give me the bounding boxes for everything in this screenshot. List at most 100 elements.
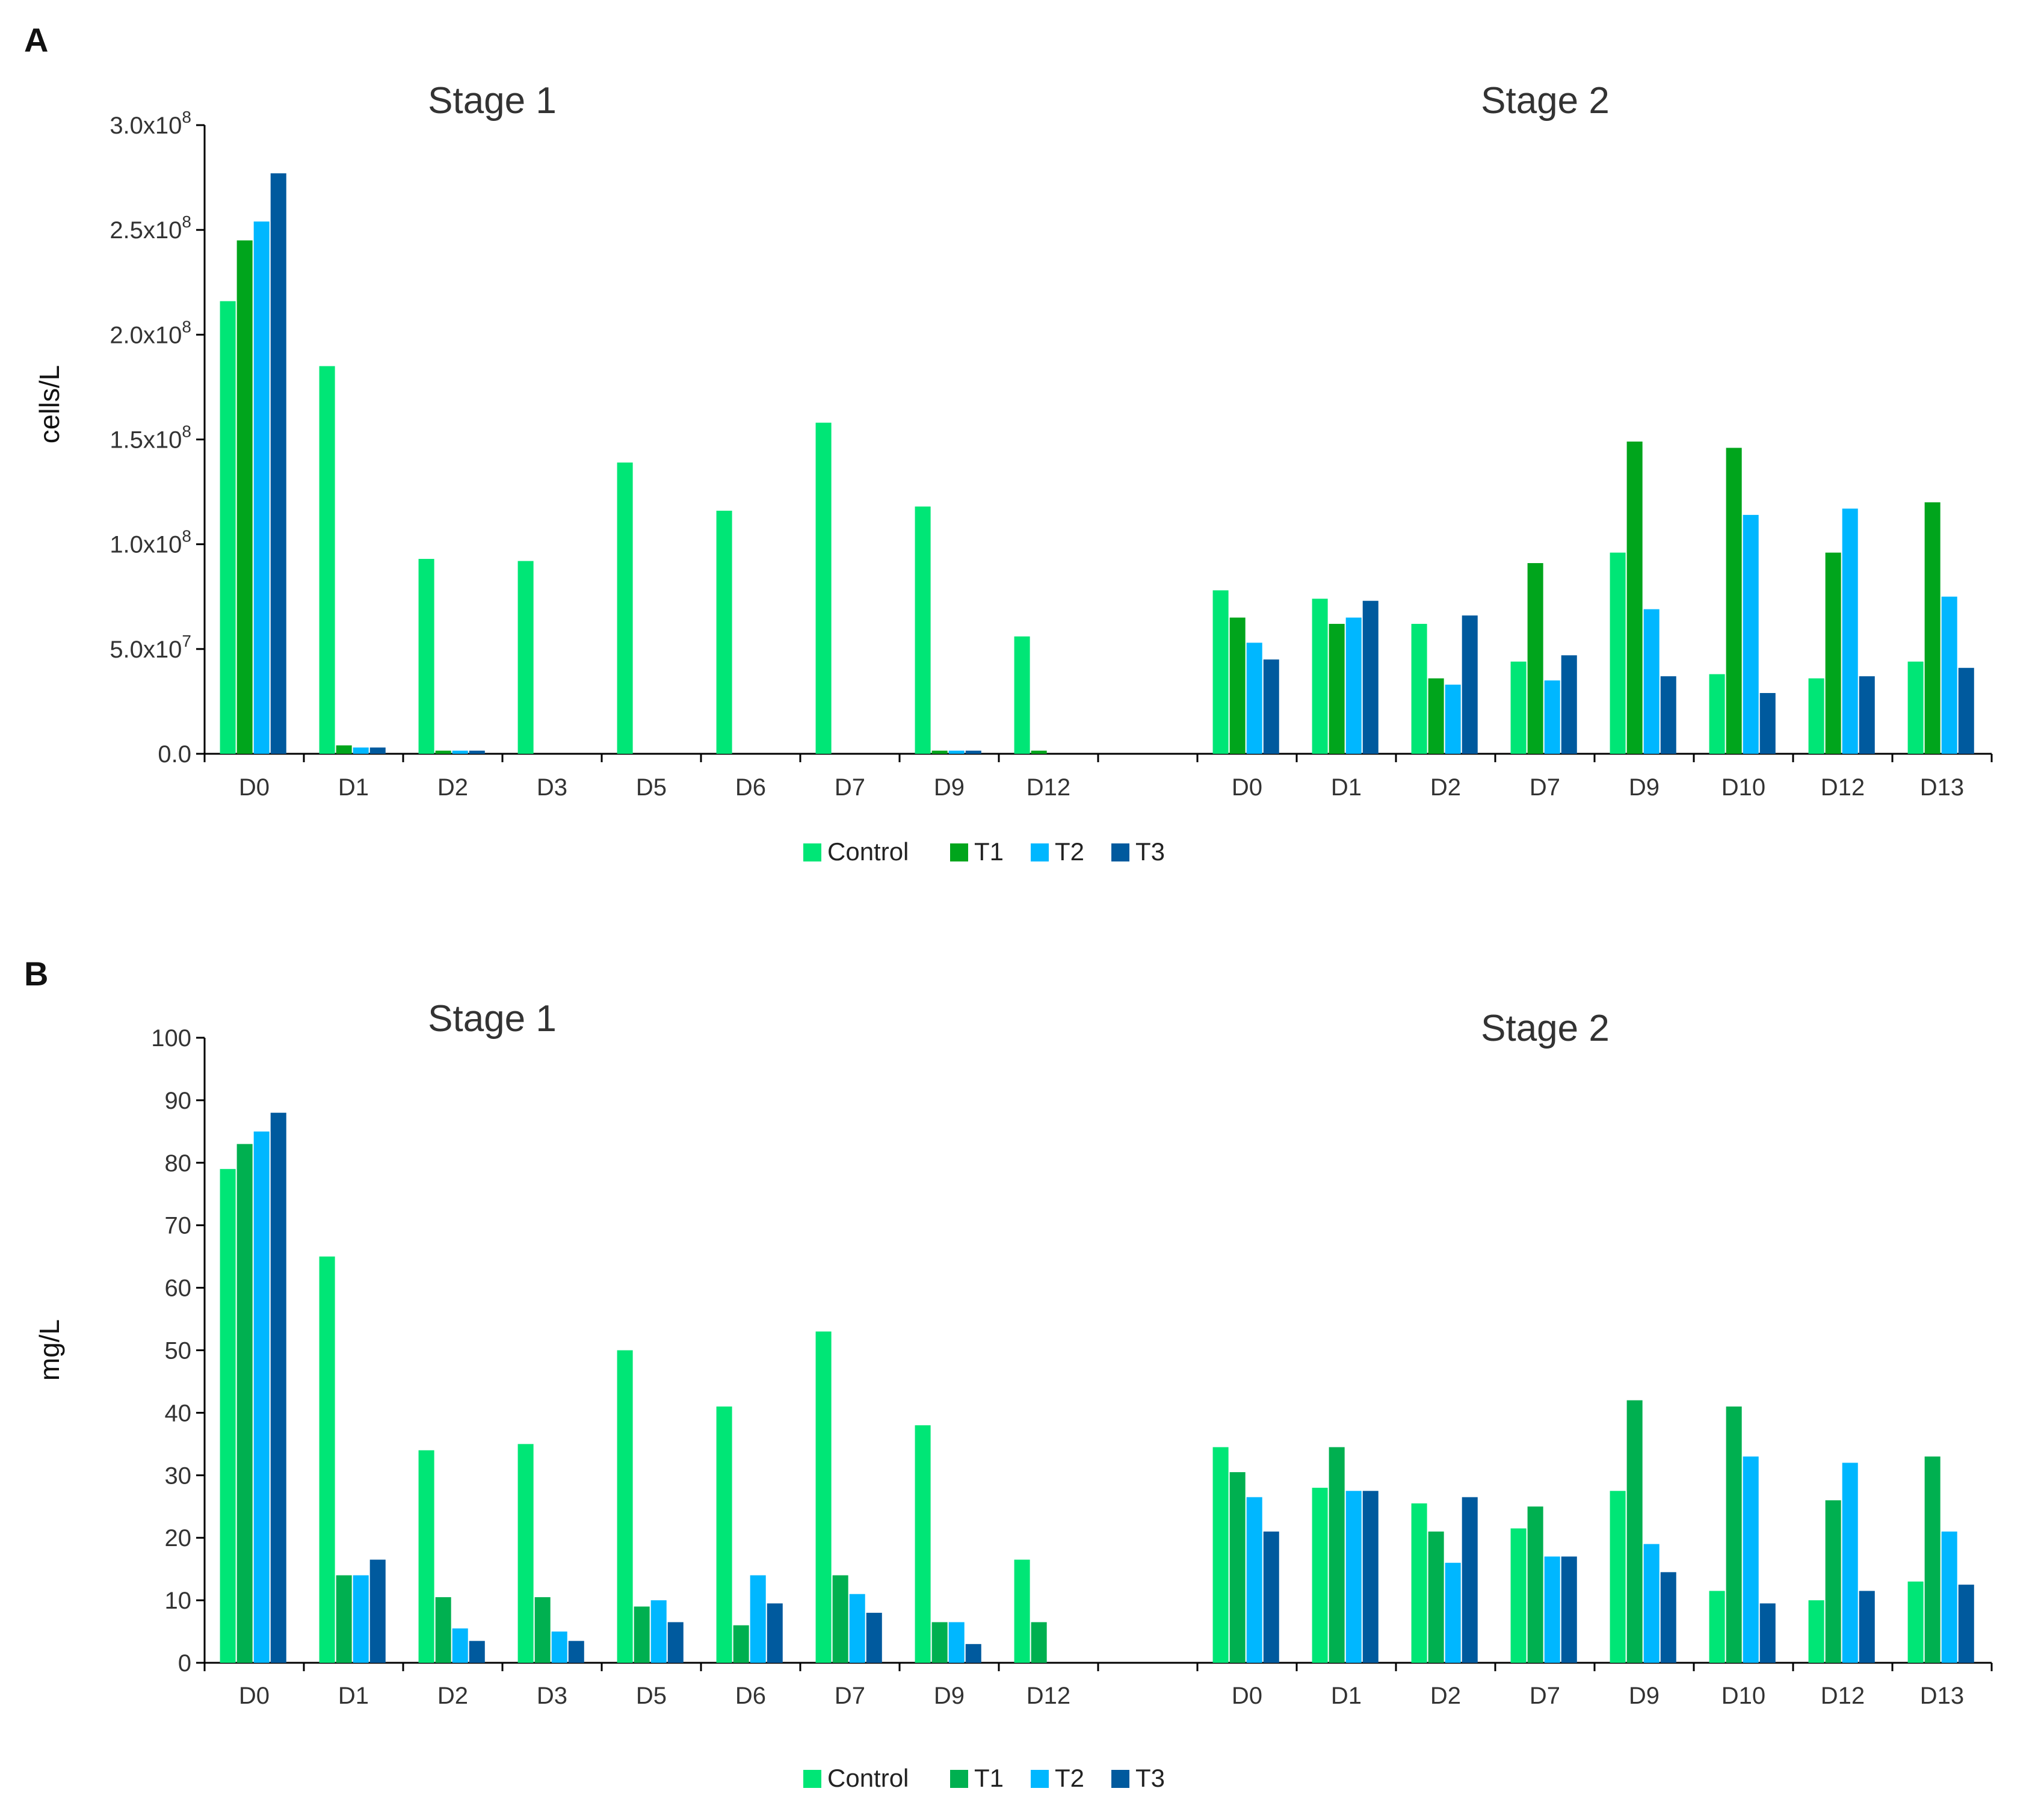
bar-t2-d9-stage-1 (948, 1622, 965, 1663)
y-tick-label: 80 (165, 1150, 192, 1177)
x-category-label: D12 (1027, 774, 1070, 801)
bar-t3-d9-stage-2 (1660, 1572, 1676, 1663)
panel-b: B Stage 1 Stage 2 mg/L 0 10 20 30 40 50 60 70 80… (24, 955, 1993, 1792)
bar-t2-d9-stage-1 (948, 750, 965, 754)
panel-b-stage-1-title: Stage 1 (428, 998, 557, 1040)
bar-control-d9-stage-1 (915, 506, 931, 754)
bar-t2-d9-stage-2 (1643, 1544, 1660, 1663)
bar-t1-d6-stage-1 (733, 1625, 749, 1663)
bar-t1-d5-stage-1 (634, 1606, 650, 1663)
bar-control-d5-stage-1 (617, 462, 633, 754)
bar-t3-d12-stage-2 (1859, 1591, 1875, 1663)
legend-swatch-control (803, 843, 821, 861)
x-category-label: D5 (636, 1683, 667, 1709)
bar-t1-d0-stage-1 (236, 1144, 253, 1663)
bar-control-d9-stage-1 (915, 1425, 931, 1663)
bar-t1-d9-stage-2 (1626, 441, 1643, 754)
legend-label-t2: T2 (1055, 837, 1084, 866)
bar-control-d13-stage-2 (1907, 661, 1924, 754)
bar-t1-d12-stage-1 (1031, 1622, 1047, 1663)
legend-swatch-control (803, 1770, 821, 1788)
legend-swatch-t1 (950, 843, 968, 861)
bar-control-d1-stage-1 (319, 366, 335, 754)
panel-a-label: A (24, 21, 48, 59)
bar-control-d1-stage-1 (319, 1256, 335, 1663)
bar-t1-d12-stage-1 (1031, 750, 1047, 754)
x-category-label: D3 (537, 1683, 567, 1709)
bar-t3-d0-stage-1 (270, 173, 286, 754)
bar-t3-d0-stage-2 (1263, 1531, 1279, 1663)
x-category-label: D13 (1920, 1683, 1964, 1709)
bar-t2-d0-stage-2 (1246, 1497, 1262, 1663)
x-category-label: D6 (735, 774, 766, 801)
bar-t3-d2-stage-2 (1462, 1497, 1478, 1663)
x-category-label: D9 (934, 1683, 965, 1709)
legend-label-t1: T1 (974, 837, 1004, 866)
panel-b-label: B (24, 955, 48, 993)
x-category-label: D7 (835, 1683, 865, 1709)
bar-control-d10-stage-2 (1709, 1591, 1725, 1663)
bar-t1-d0-stage-1 (236, 240, 253, 754)
x-category-label: D7 (1530, 774, 1560, 801)
bar-t3-d13-stage-2 (1958, 1585, 1974, 1663)
legend-swatch-t1 (950, 1770, 968, 1788)
bar-control-d3-stage-1 (517, 1444, 534, 1663)
bar-t1-d7-stage-2 (1527, 563, 1543, 754)
y-tick-label: 1.5x108 (110, 422, 191, 454)
bar-t2-d10-stage-2 (1743, 514, 1759, 754)
x-category-label: D13 (1920, 774, 1964, 801)
x-category-label: D9 (1629, 774, 1660, 801)
x-category-label: D0 (239, 774, 270, 801)
legend-label-control: Control (827, 1764, 909, 1792)
bar-t2-d6-stage-1 (750, 1575, 766, 1663)
x-category-label: D10 (1721, 1683, 1765, 1709)
bar-control-d0-stage-1 (220, 301, 236, 754)
bar-control-d2-stage-1 (418, 1450, 434, 1663)
y-tick-label: 30 (165, 1462, 192, 1489)
x-category-label: D0 (1232, 774, 1262, 801)
bar-t2-d9-stage-2 (1643, 609, 1660, 754)
bar-t2-d7-stage-2 (1544, 1556, 1560, 1663)
bar-t3-d10-stage-2 (1759, 1603, 1776, 1663)
bar-control-d9-stage-2 (1610, 552, 1626, 754)
y-tick-label: 3.0x108 (110, 108, 191, 139)
x-category-label: D1 (1331, 774, 1362, 801)
bar-control-d0-stage-2 (1212, 590, 1229, 754)
bar-t3-d9-stage-1 (965, 1644, 981, 1663)
bar-control-d12-stage-1 (1014, 636, 1030, 754)
y-tick-label: 90 (165, 1088, 192, 1114)
x-category-label: D2 (437, 1683, 468, 1709)
x-category-label: D3 (537, 774, 567, 801)
bar-t1-d9-stage-1 (931, 750, 948, 754)
bar-control-d12-stage-2 (1808, 678, 1824, 754)
x-category-label: D7 (835, 774, 865, 801)
bar-t1-d10-stage-2 (1726, 1407, 1742, 1663)
x-category-label: D2 (1430, 1683, 1461, 1709)
bar-t1-d10-stage-2 (1726, 448, 1742, 754)
x-category-label: D6 (735, 1683, 766, 1709)
panel-b-stage-2-title: Stage 2 (1481, 1008, 1610, 1049)
bar-t2-d1-stage-2 (1345, 617, 1362, 754)
bar-t1-d1-stage-1 (336, 745, 352, 754)
bar-t1-d2-stage-1 (435, 1597, 451, 1663)
panel-a-plot: 0.0 5.0x107 1.0x108 1.5x108 2.0x108 2.5x108 3.… (110, 108, 1993, 801)
bar-t1-d0-stage-2 (1229, 617, 1246, 754)
y-tick-label: 70 (165, 1213, 192, 1239)
bar-control-d1-stage-2 (1312, 1488, 1328, 1663)
bar-t1-d1-stage-2 (1329, 624, 1345, 754)
panel-a-legend: Control T1 T2 T3 (803, 837, 1165, 866)
bar-control-d6-stage-1 (716, 1407, 732, 1663)
x-category-label: D0 (1232, 1683, 1262, 1709)
bar-t3-d12-stage-2 (1859, 676, 1875, 754)
bar-t3-d1-stage-1 (369, 1559, 386, 1663)
bar-t3-d2-stage-1 (469, 1641, 485, 1663)
bar-t3-d6-stage-1 (767, 1603, 783, 1663)
bar-t3-d3-stage-1 (568, 1641, 584, 1663)
bar-t2-d1-stage-1 (353, 1575, 369, 1663)
y-tick-label: 60 (165, 1275, 192, 1302)
bar-control-d12-stage-1 (1014, 1559, 1030, 1663)
x-category-label: D9 (934, 774, 965, 801)
y-tick-label: 100 (151, 1025, 191, 1052)
bar-t3-d7-stage-2 (1561, 1556, 1577, 1663)
legend-swatch-t3 (1111, 1770, 1129, 1788)
